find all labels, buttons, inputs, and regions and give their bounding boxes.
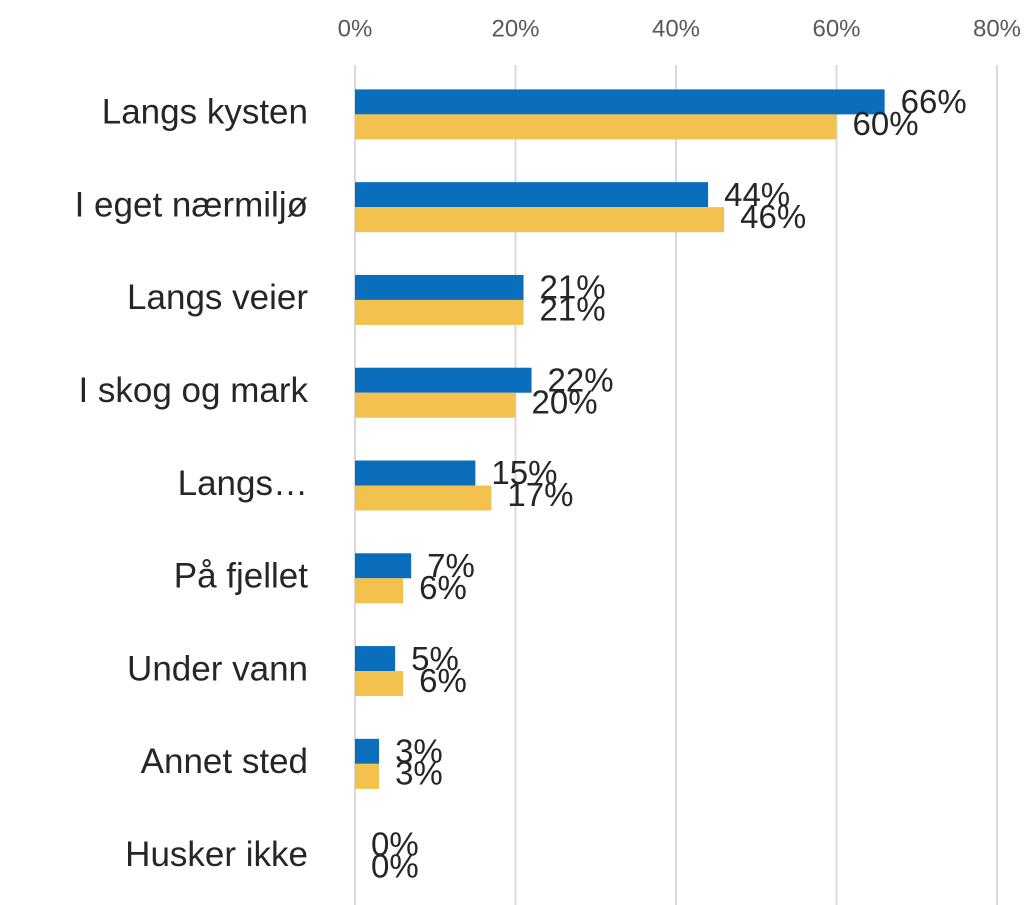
value-label: 21% [540,269,606,306]
category-label: I eget nærmiljø [75,185,308,224]
bar [355,182,709,208]
category-label: Langs veier [127,278,308,317]
value-label: 6% [419,662,467,699]
bar [355,763,380,789]
bar [355,553,412,579]
category-label: Husker ikke [125,835,308,874]
category-label: Langs kysten [102,93,308,132]
x-tick-label: 60% [812,15,860,42]
value-label: 20% [532,383,598,420]
value-label: 22% [548,361,614,398]
bar [355,738,380,764]
bar [355,485,492,511]
value-label: 5% [411,640,459,677]
category-label: Under vann [127,649,308,688]
x-tick-label: 40% [652,15,700,42]
x-tick-label: 20% [491,15,539,42]
bar [355,89,885,115]
x-tick-label: 80% [973,15,1021,42]
bar [355,646,396,672]
value-label: 46% [740,198,806,235]
value-label: 44% [724,176,790,213]
bar [355,578,404,604]
value-label: 6% [419,569,467,606]
bar [355,299,524,325]
bar [355,392,516,418]
bar [355,207,725,233]
bar [355,671,404,697]
bar [355,367,532,393]
value-label: 60% [853,105,919,142]
value-label: 3% [395,733,443,770]
bar [355,114,837,140]
category-label: På fjellet [174,557,309,596]
value-label: 17% [507,476,573,513]
value-label: 21% [540,291,606,328]
bar [355,274,524,300]
value-label: 15% [491,454,557,491]
value-label: 0% [371,847,419,884]
value-label: 3% [395,755,443,792]
category-label: Annet sted [141,742,308,781]
value-label: 0% [371,825,419,862]
x-tick-label: 0% [338,15,373,42]
bar [355,460,476,486]
category-label: I skog og mark [78,371,308,410]
value-label: 66% [901,83,967,120]
value-label: 7% [427,547,475,584]
category-label: Langs… [178,464,308,503]
